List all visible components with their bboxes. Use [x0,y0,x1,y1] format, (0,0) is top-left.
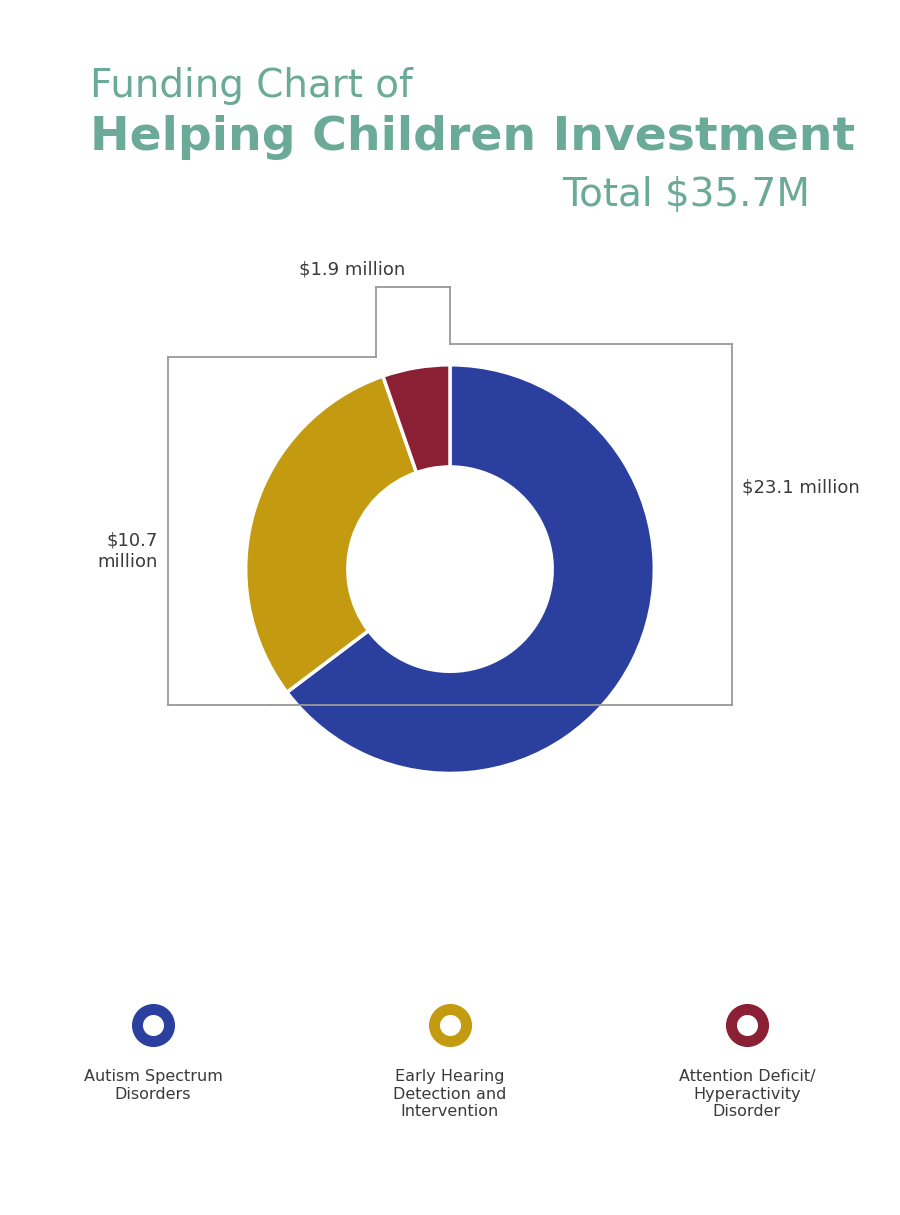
Point [146,1016,160,1035]
Text: Early Hearing
Detection and
Intervention: Early Hearing Detection and Intervention [393,1069,507,1119]
Text: Autism Spectrum
Disorders: Autism Spectrum Disorders [84,1069,222,1102]
Point [740,1016,754,1035]
Wedge shape [287,364,654,774]
Point [740,1016,754,1035]
Wedge shape [382,364,450,473]
Point [443,1016,457,1035]
Text: $23.1 million: $23.1 million [742,479,860,497]
Text: $10.7
million: $10.7 million [97,532,158,571]
Point [146,1016,160,1035]
Wedge shape [246,377,417,693]
Point [443,1016,457,1035]
Text: Total $35.7M: Total $35.7M [562,176,810,214]
Text: Helping Children Investment: Helping Children Investment [90,115,855,160]
Text: $1.9 million: $1.9 million [299,261,405,279]
Text: Attention Deficit/
Hyperactivity
Disorder: Attention Deficit/ Hyperactivity Disorde… [679,1069,815,1119]
Text: Funding Chart of: Funding Chart of [90,67,413,104]
